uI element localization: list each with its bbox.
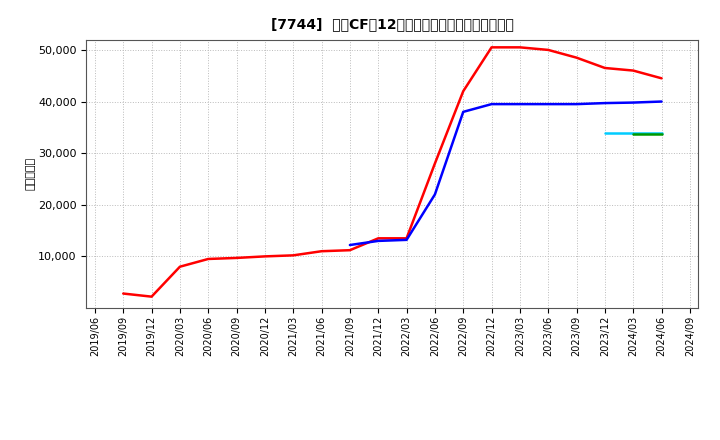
5年: [459, 109, 467, 114]
Line: 5年: 5年: [350, 102, 662, 245]
5年: [346, 242, 354, 248]
10年: [629, 131, 637, 136]
3年: [318, 249, 326, 254]
3年: [148, 294, 156, 299]
3年: [233, 255, 241, 260]
3年: [176, 264, 184, 269]
5年: [516, 102, 524, 107]
3年: [346, 248, 354, 253]
3年: [402, 236, 411, 241]
5年: [431, 192, 439, 197]
5年: [572, 102, 581, 107]
Title: [7744]  投資CFの12か月移動合計の標準偏差の推移: [7744] 投資CFの12か月移動合計の標準偏差の推移: [271, 18, 514, 32]
Line: 3年: 3年: [123, 48, 662, 297]
3年: [119, 291, 127, 296]
5年: [374, 238, 382, 244]
7年: [657, 130, 666, 135]
3年: [516, 45, 524, 50]
7年: [629, 130, 637, 135]
10年: [657, 131, 666, 136]
3年: [657, 76, 666, 81]
3年: [289, 253, 297, 258]
Y-axis label: （百万円）: （百万円）: [25, 157, 35, 191]
5年: [544, 102, 552, 107]
3年: [572, 55, 581, 60]
3年: [459, 88, 467, 94]
3年: [629, 68, 637, 73]
5年: [487, 102, 496, 107]
5年: [600, 100, 609, 106]
3年: [487, 45, 496, 50]
5年: [657, 99, 666, 104]
3年: [261, 254, 269, 259]
3年: [431, 161, 439, 166]
3年: [600, 66, 609, 71]
3年: [204, 257, 212, 262]
3年: [374, 236, 382, 241]
5年: [629, 100, 637, 105]
3年: [544, 47, 552, 52]
5年: [402, 237, 411, 242]
7年: [600, 130, 609, 135]
